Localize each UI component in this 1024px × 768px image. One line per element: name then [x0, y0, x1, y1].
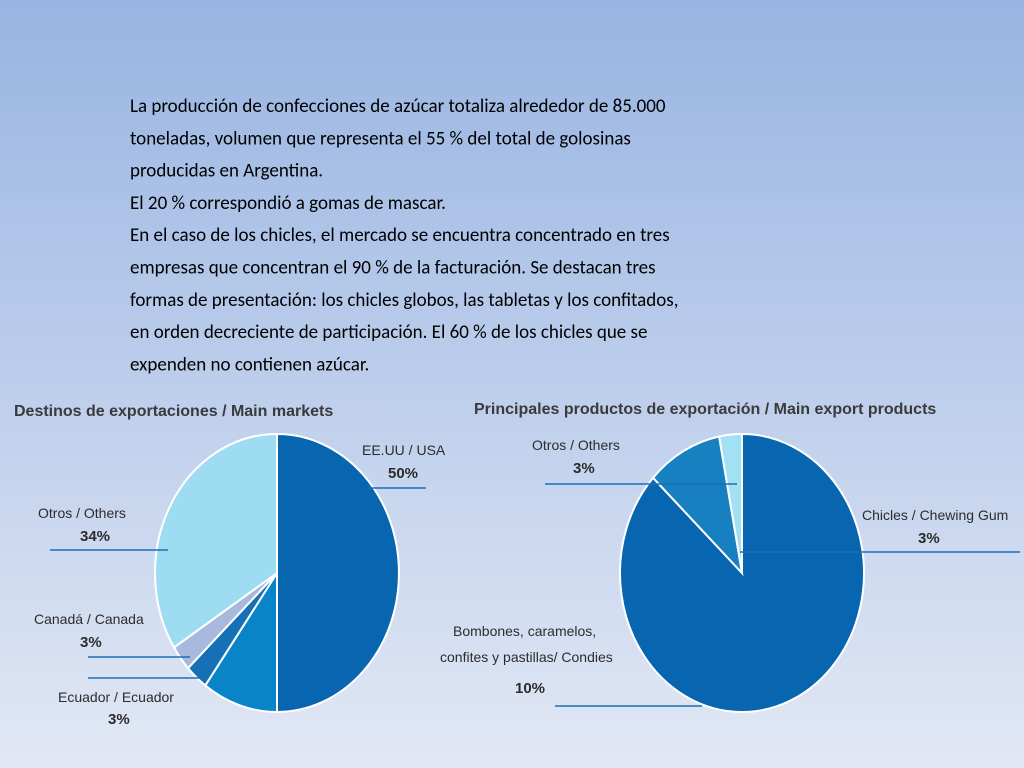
paragraph-line: en orden decreciente de participación. E… [130, 321, 647, 344]
slice-percent: 3% [80, 634, 102, 651]
paragraph-line: formas de presentación: los chicles glob… [130, 289, 678, 312]
paragraph-line: La producción de confecciones de azúcar … [130, 95, 666, 118]
slice-percent: 3% [108, 711, 130, 728]
slice-percent: 3% [573, 460, 595, 477]
slice-percent: 34% [80, 528, 110, 545]
pie-slice [651, 435, 744, 577]
pie-slice [154, 432, 278, 649]
paragraph-line: producidas en Argentina. [130, 160, 323, 183]
paragraph-line: expenden no contienen azúcar. [130, 353, 369, 376]
paragraph-line: El 20 % correspondió a gomas de mascar. [130, 192, 446, 215]
slice-percent: 3% [918, 530, 940, 547]
slice-label: Bombones, caramelos, [453, 623, 596, 639]
slice-percent: 50% [388, 465, 418, 482]
slice-label: EE.UU / USA [362, 442, 446, 458]
pie-slice [276, 432, 400, 714]
slice-percent: 10% [515, 680, 545, 697]
paragraph-line: empresas que concentran el 90 % de la fa… [130, 257, 656, 280]
slice-label: Ecuador / Ecuador [58, 689, 174, 705]
pie-slice [203, 569, 278, 714]
slice-label: confites y pastillas/ Condies [440, 649, 613, 665]
slice-label: Otros / Others [38, 505, 126, 521]
pie-slice [717, 432, 743, 574]
chart-title: Destinos de exportaciones / Main markets [14, 403, 333, 420]
chart-title: Principales productos de exportación / M… [474, 401, 936, 418]
paragraph-line: toneladas, volumen que representa el 55 … [130, 127, 631, 150]
slice-label: Canadá / Canada [34, 611, 144, 627]
slice-label: Otros / Others [532, 437, 620, 453]
paragraph-line: En el caso de los chicles, el mercado se… [130, 224, 670, 247]
slice-label: Chicles / Chewing Gum [862, 507, 1008, 523]
